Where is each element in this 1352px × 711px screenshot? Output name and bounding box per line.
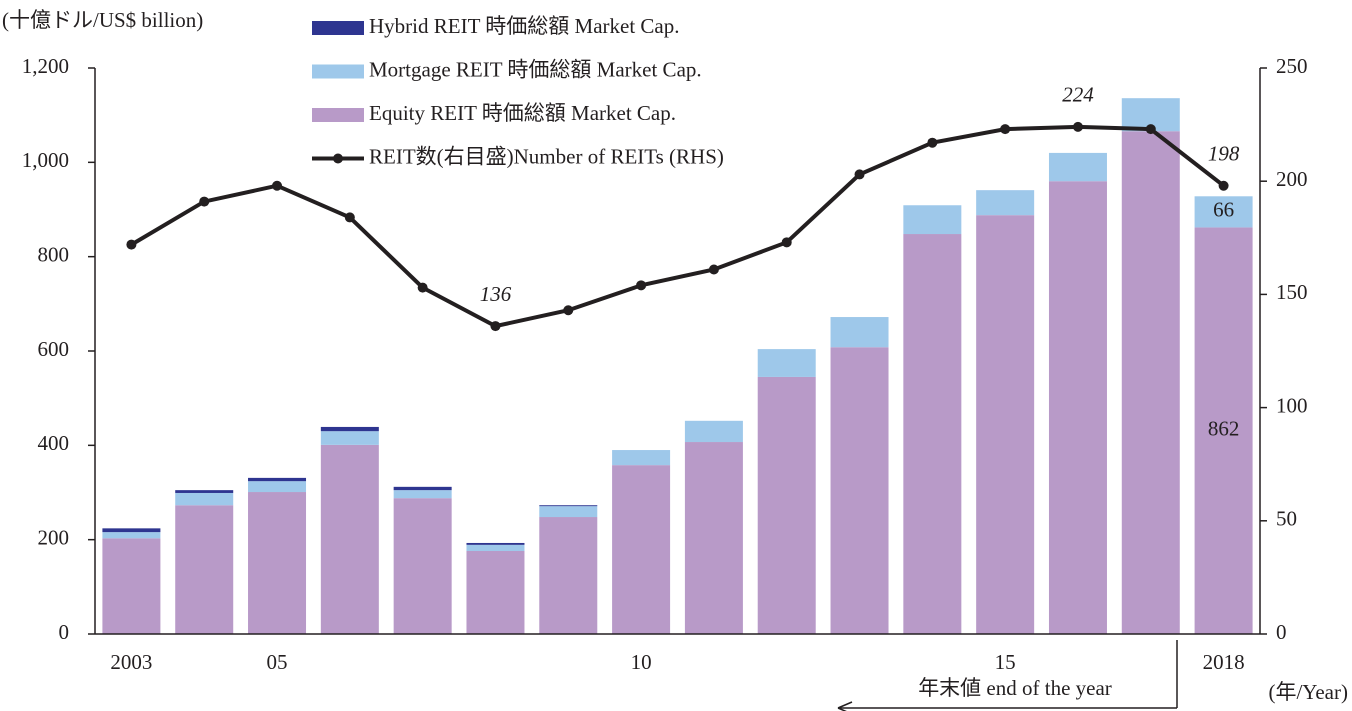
annotation-arrow	[837, 640, 1178, 711]
y-tick-label: 1,200	[22, 54, 69, 78]
line-point	[1145, 124, 1156, 135]
bar	[466, 542, 525, 545]
bar	[539, 506, 598, 518]
bar	[757, 349, 816, 377]
y2-tick-label: 250	[1276, 54, 1308, 78]
x-tick-label: 2003	[110, 650, 152, 674]
bar	[175, 490, 234, 493]
line-point	[708, 264, 719, 275]
legend-label: Hybrid REIT 時価総額 Market Cap.	[369, 14, 680, 38]
y-tick-label: 600	[38, 337, 70, 361]
y-tick-label: 1,000	[22, 148, 69, 172]
line-point	[854, 169, 865, 180]
y-tick-label: 200	[38, 525, 70, 549]
line-point	[199, 196, 210, 207]
x-tick-label: 05	[267, 650, 288, 674]
bar	[320, 431, 379, 445]
bar	[248, 492, 307, 634]
y2-tick-label: 50	[1276, 507, 1297, 531]
y-tick-label: 800	[38, 242, 70, 266]
bar	[1194, 227, 1253, 634]
bar	[320, 444, 379, 634]
bar	[976, 215, 1035, 634]
x-tick-label: 15	[995, 650, 1016, 674]
bar	[175, 505, 234, 634]
y-tick-label: 0	[59, 620, 70, 644]
bar	[830, 317, 889, 348]
line-point	[490, 321, 501, 332]
bar	[102, 532, 161, 539]
line-point	[1218, 180, 1229, 191]
legend-swatch	[312, 108, 364, 122]
data-label: 198	[1208, 142, 1240, 166]
bar	[830, 347, 889, 634]
y2-tick-label: 100	[1276, 393, 1308, 417]
bar	[248, 481, 307, 493]
y-tick-label: 400	[38, 431, 70, 455]
y2-tick-label: 200	[1276, 167, 1308, 191]
bar	[539, 517, 598, 634]
legend-label: REIT数(右目盛)Number of REITs (RHS)	[369, 144, 724, 168]
annotation: 年末値 end of the year	[918, 676, 1112, 700]
bar	[612, 450, 671, 466]
bar	[903, 234, 962, 634]
bar	[102, 538, 161, 634]
line-point	[126, 239, 137, 250]
legend-swatch	[333, 153, 343, 164]
legend-swatch	[312, 21, 364, 35]
data-label: 224	[1062, 83, 1094, 107]
bar	[393, 490, 452, 499]
bar	[684, 442, 743, 634]
bar	[1121, 131, 1180, 634]
line	[130, 124, 1225, 329]
data-label: 862	[1208, 417, 1240, 441]
data-label: 66	[1213, 198, 1234, 222]
bar	[175, 492, 234, 506]
data-label: 136	[480, 282, 512, 306]
bar	[539, 505, 598, 507]
bar	[757, 376, 816, 634]
line-point	[344, 212, 355, 223]
bar	[1048, 152, 1107, 182]
bar	[393, 498, 452, 634]
legend-label: Mortgage REIT 時価総額 Market Cap.	[369, 57, 702, 81]
line-point	[563, 305, 574, 316]
legend-label: Equity REIT 時価総額 Market Cap.	[369, 101, 676, 125]
bar	[976, 190, 1035, 216]
y-unit-label: (十億ドル/US$ billion)	[2, 8, 203, 32]
bar	[1048, 181, 1107, 634]
bar	[903, 205, 962, 235]
line-point	[1000, 124, 1011, 135]
bar	[248, 477, 307, 482]
legend-swatch	[312, 64, 364, 79]
bar	[320, 426, 379, 432]
bar	[684, 420, 743, 443]
line-point	[636, 280, 647, 291]
y2-tick-label: 0	[1276, 620, 1287, 644]
x-unit-label: (年/Year)	[1268, 680, 1348, 704]
x-tick-label: 2018	[1203, 650, 1245, 674]
bar	[466, 544, 525, 551]
bar	[393, 486, 452, 491]
bar	[102, 528, 161, 533]
bar	[1194, 196, 1253, 228]
x-tick-label: 10	[631, 650, 652, 674]
line-point	[1072, 121, 1083, 132]
line-point	[272, 180, 283, 191]
bar	[612, 465, 671, 634]
line-point	[927, 137, 938, 148]
y2-tick-label: 150	[1276, 280, 1308, 304]
line-point	[781, 237, 792, 248]
line-point	[417, 282, 428, 293]
bar	[466, 550, 525, 634]
